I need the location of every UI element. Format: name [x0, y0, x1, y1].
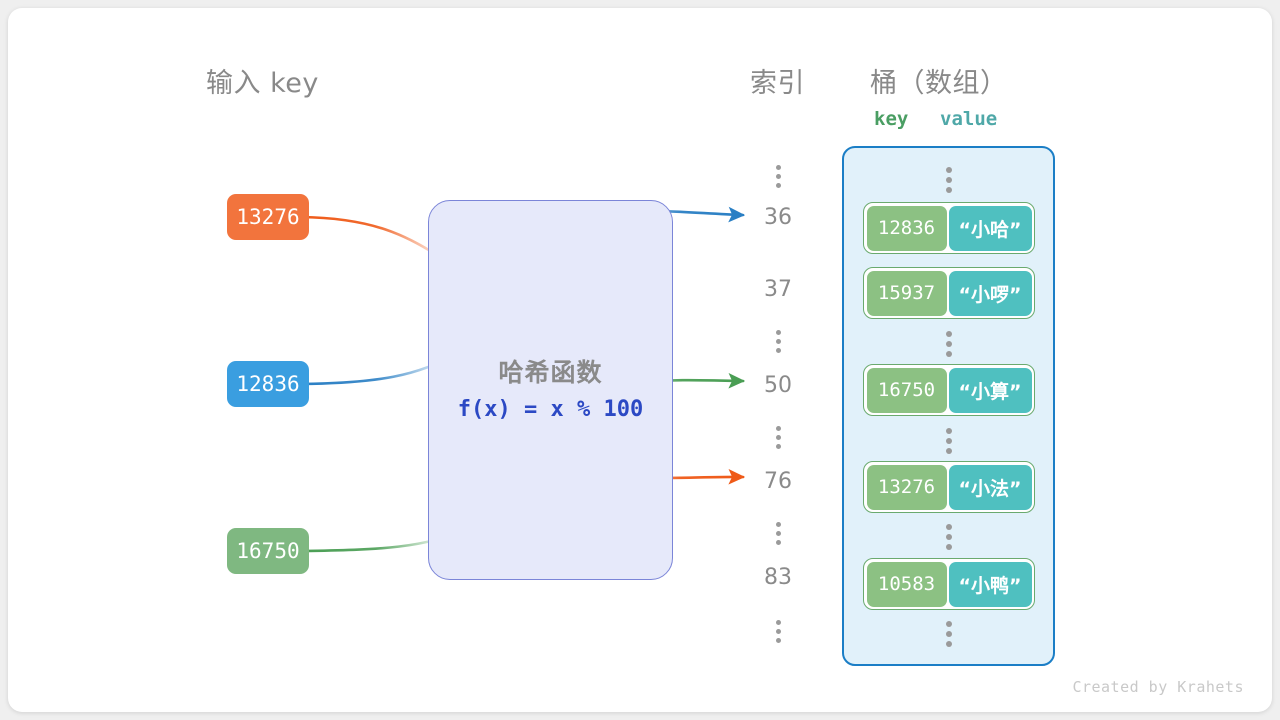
entry-value: “小算”: [948, 367, 1032, 413]
index-value-83: 83: [764, 565, 792, 590]
entry-value: “小哈”: [948, 205, 1032, 251]
bucket-ellipsis: [844, 523, 1053, 551]
diagram-card: 输入 key 索引 桶（数组） key value 13276 12836 16…: [8, 8, 1272, 712]
bucket-array: 12836 “小哈” 15937 “小啰” 16750 “小算” 13276 “…: [842, 146, 1055, 666]
hash-function-title: 哈希函数: [498, 358, 603, 387]
bucket-entry[interactable]: 15937 “小啰”: [863, 267, 1035, 319]
entry-key: 12836: [866, 205, 947, 251]
input-key-chip-16750[interactable]: 16750: [227, 528, 309, 574]
entry-value: “小鸭”: [948, 561, 1032, 607]
index-ellipsis: [748, 326, 808, 356]
input-key-value: 13276: [236, 205, 300, 229]
bucket-ellipsis: [844, 330, 1053, 358]
entry-value: “小法”: [948, 464, 1032, 510]
header-input-key: 输入 key: [206, 68, 319, 99]
entry-key: 10583: [866, 561, 947, 607]
entry-key: 16750: [866, 367, 947, 413]
index-value-37: 37: [764, 277, 792, 302]
bucket-ellipsis: [844, 620, 1053, 648]
input-key-value: 16750: [236, 539, 300, 563]
header-bucket: 桶（数组）: [870, 68, 1008, 99]
entry-value: “小啰”: [948, 270, 1032, 316]
entry-key: 15937: [866, 270, 947, 316]
index-ellipsis: [748, 518, 808, 548]
input-key-chip-13276[interactable]: 13276: [227, 194, 309, 240]
header-key-label: key: [874, 108, 909, 130]
index-value-50: 50: [764, 373, 792, 398]
input-key-chip-12836[interactable]: 12836: [227, 361, 309, 407]
bucket-ellipsis: [844, 166, 1053, 194]
hash-function-box: 哈希函数 f(x) = x % 100: [428, 200, 673, 580]
credit-text: Created by Krahets: [1072, 678, 1244, 696]
index-ellipsis: [748, 161, 808, 191]
hash-function-formula: f(x) = x % 100: [457, 397, 644, 422]
bucket-entry[interactable]: 10583 “小鸭”: [863, 558, 1035, 610]
bucket-entry[interactable]: 13276 “小法”: [863, 461, 1035, 513]
bucket-entry[interactable]: 12836 “小哈”: [863, 202, 1035, 254]
entry-key: 13276: [866, 464, 947, 510]
index-ellipsis: [748, 616, 808, 646]
header-value-label: value: [940, 108, 998, 130]
bucket-ellipsis: [844, 427, 1053, 455]
bucket-entry[interactable]: 16750 “小算”: [863, 364, 1035, 416]
index-value-76: 76: [764, 469, 792, 494]
index-ellipsis: [748, 422, 808, 452]
input-key-value: 12836: [236, 372, 300, 396]
index-value-36: 36: [764, 205, 792, 230]
header-index: 索引: [750, 68, 805, 99]
